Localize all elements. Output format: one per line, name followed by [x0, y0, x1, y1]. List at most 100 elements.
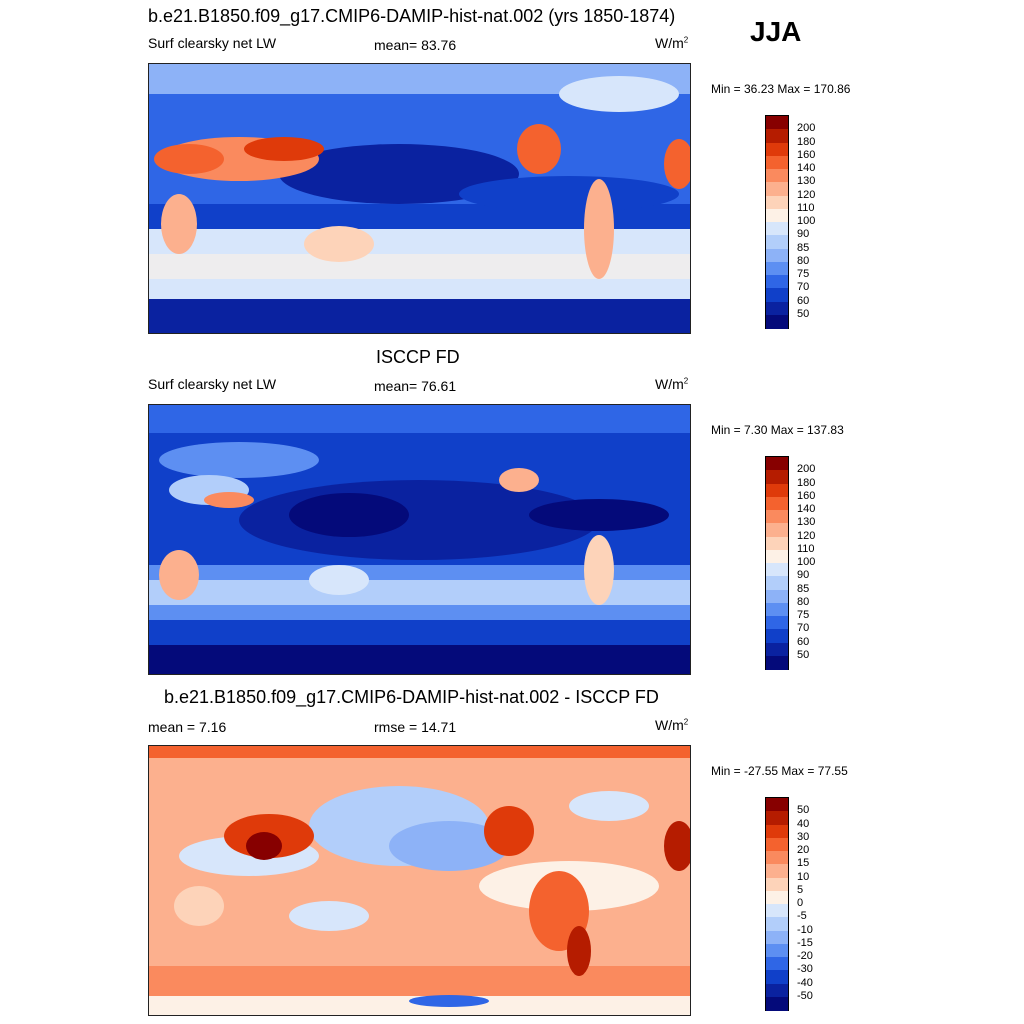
colorbar-segment: [766, 261, 788, 276]
colorbar-tick-label: 85: [797, 582, 810, 595]
colorbar-tick-label: -40: [797, 976, 813, 989]
colorbar-tick-label: 85: [797, 241, 810, 254]
colorbar-segment: [766, 890, 788, 905]
colorbar-tick-label: -5: [797, 910, 807, 923]
panel3-title: b.e21.B1850.f09_g17.CMIP6-DAMIP-hist-nat…: [164, 687, 659, 707]
panel1-minmax: Min = 36.23 Max = 170.86: [711, 82, 851, 96]
colorbar-segment: [766, 563, 788, 577]
colorbar-tick-label: 70: [797, 281, 810, 294]
colorbar-tick-label: 5: [797, 883, 804, 896]
colorbar-tick-label: 0: [797, 897, 804, 909]
colorbar-tick-label: -30: [797, 963, 813, 976]
season-label: JJA: [750, 16, 802, 47]
panel1-map: [148, 63, 691, 334]
colorbar-segment: [766, 222, 788, 236]
colorbar-tick-label: 130: [797, 175, 816, 188]
colorbar-segment: [766, 851, 788, 865]
panel3-mean: mean = 7.16: [148, 719, 227, 735]
panel3-unit: W/m2: [655, 717, 689, 733]
colorbar-tick-label: -10: [797, 923, 813, 936]
panel2-minmax: Min = 7.30 Max = 137.83: [711, 423, 844, 437]
colorbar-tick-label: 140: [797, 162, 816, 174]
colorbar-tick-label: 30: [797, 830, 810, 843]
colorbar-segment: [766, 904, 788, 918]
panel2-mean: mean= 76.61: [374, 378, 457, 394]
colorbar-segment: [766, 877, 788, 892]
colorbar-segment: [766, 970, 788, 984]
colorbar-segment: [766, 208, 788, 223]
colorbar-segment: [766, 811, 788, 825]
colorbar-segment: [766, 314, 788, 329]
panel1-unit: W/m2: [655, 35, 689, 51]
colorbar-segment: [766, 917, 788, 931]
colorbar-segment: [766, 457, 788, 471]
colorbar-segment: [766, 824, 788, 839]
colorbar-tick-label: 20: [797, 844, 810, 856]
colorbar-segment: [766, 275, 788, 289]
colorbar-segment: [766, 629, 788, 643]
colorbar-segment: [766, 470, 788, 484]
panel2-title: ISCCP FD: [376, 347, 460, 367]
colorbar-segment: [766, 642, 788, 657]
colorbar-segment: [766, 116, 788, 130]
colorbar-segment: [766, 536, 788, 551]
colorbar-segment: [766, 248, 788, 263]
panel1-mean: mean= 83.76: [374, 37, 457, 53]
colorbar-tick-label: 50: [797, 648, 810, 661]
colorbar-segment: [766, 943, 788, 958]
colorbar-tick-label: 180: [797, 135, 816, 148]
panel3-map: [148, 745, 691, 1016]
colorbar-tick-label: 200: [797, 463, 816, 476]
colorbar-segment: [766, 523, 788, 537]
colorbar-tick-label: 120: [797, 188, 816, 201]
colorbar-tick-label: 50: [797, 804, 810, 817]
colorbar-tick-label: 100: [797, 556, 816, 568]
colorbar-segment: [766, 602, 788, 617]
panel2-colorbar: [765, 456, 789, 670]
colorbar-segment: [766, 576, 788, 590]
colorbar-segment: [766, 182, 788, 196]
colorbar-tick-label: 160: [797, 148, 816, 161]
colorbar-tick-label: 120: [797, 529, 816, 542]
panel3-colorbar: [765, 797, 789, 1011]
colorbar-segment: [766, 496, 788, 511]
panel2-left-label: Surf clearsky net LW: [148, 376, 277, 392]
colorbar-tick-label: 60: [797, 294, 810, 307]
colorbar-segment: [766, 930, 788, 945]
colorbar-segment: [766, 864, 788, 878]
colorbar-tick-label: 200: [797, 122, 816, 135]
colorbar-tick-label: 90: [797, 569, 810, 582]
colorbar-segment: [766, 510, 788, 524]
colorbar-tick-label: 110: [797, 201, 815, 214]
colorbar-segment: [766, 155, 788, 170]
panel2-unit: W/m2: [655, 376, 689, 392]
colorbar-tick-label: 90: [797, 228, 810, 241]
panel2-map: [148, 404, 691, 675]
colorbar-tick-label: 110: [797, 542, 815, 555]
colorbar-segment: [766, 129, 788, 143]
panel1-title: b.e21.B1850.f09_g17.CMIP6-DAMIP-hist-nat…: [148, 6, 676, 26]
colorbar-segment: [766, 483, 788, 498]
panel3-rmse: rmse = 14.71: [374, 719, 457, 735]
colorbar-tick-label: 100: [797, 215, 816, 227]
colorbar-segment: [766, 142, 788, 157]
colorbar-segment: [766, 301, 788, 316]
panel1-colorbar: [765, 115, 789, 329]
colorbar-tick-label: 40: [797, 817, 810, 830]
colorbar-tick-label: 140: [797, 503, 816, 515]
colorbar-segment: [766, 837, 788, 852]
colorbar-tick-label: -15: [797, 936, 813, 949]
colorbar-segment: [766, 616, 788, 630]
colorbar-tick-label: 70: [797, 622, 810, 635]
colorbar-segment: [766, 288, 788, 302]
colorbar-tick-label: 15: [797, 857, 810, 870]
colorbar-tick-label: 60: [797, 635, 810, 648]
colorbar-segment: [766, 983, 788, 998]
panel2-field: [149, 405, 690, 674]
colorbar-tick-label: -20: [797, 950, 813, 962]
colorbar-segment: [766, 195, 788, 210]
panel1-left-label: Surf clearsky net LW: [148, 35, 277, 51]
colorbar-segment: [766, 169, 788, 183]
panel3-field: [149, 746, 690, 1015]
colorbar-segment: [766, 589, 788, 604]
